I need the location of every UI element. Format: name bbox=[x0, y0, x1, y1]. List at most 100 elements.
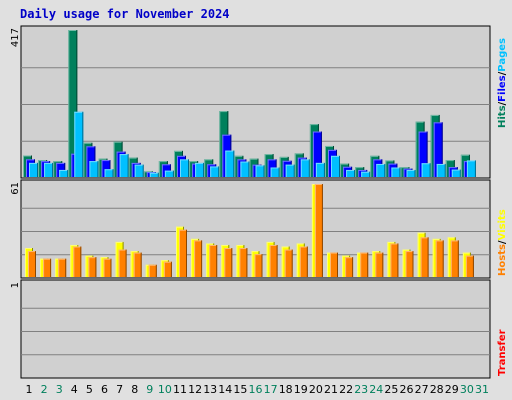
hosts-bar bbox=[269, 244, 278, 277]
x-tick-label: 21 bbox=[324, 383, 338, 396]
pages-bar bbox=[104, 169, 114, 177]
x-tick-label: 27 bbox=[415, 383, 429, 396]
x-tick-label: 22 bbox=[339, 383, 353, 396]
pages-bar bbox=[44, 162, 54, 177]
x-tick-label: 23 bbox=[354, 383, 368, 396]
hosts-bar bbox=[179, 229, 187, 277]
pages-bar bbox=[74, 111, 84, 177]
pages-bar bbox=[59, 169, 69, 177]
pages-bar bbox=[270, 167, 280, 177]
x-tick-label: 24 bbox=[369, 383, 383, 396]
hosts-bar bbox=[163, 261, 172, 277]
x-tick-label: 4 bbox=[71, 383, 78, 396]
hosts-bar bbox=[284, 249, 293, 277]
legend-bottom: Transfer bbox=[497, 329, 508, 376]
x-tick-label: 20 bbox=[309, 383, 323, 396]
legend-top-files: Files bbox=[497, 75, 508, 101]
x-tick-label: 17 bbox=[264, 383, 278, 396]
y-max-label: 61 bbox=[10, 182, 21, 195]
legend-top-hits: Hits bbox=[497, 105, 508, 128]
x-tick-label: 15 bbox=[233, 383, 247, 396]
x-tick-label: 29 bbox=[445, 383, 459, 396]
pages-bar bbox=[331, 155, 340, 177]
hosts-bar bbox=[435, 240, 444, 277]
pages-bar bbox=[134, 164, 144, 177]
pages-bar bbox=[421, 163, 431, 177]
x-tick-label: 8 bbox=[131, 383, 138, 396]
pages-bar bbox=[210, 166, 220, 177]
hosts-bar bbox=[254, 254, 263, 277]
legend-top: Hits/Files/Pages bbox=[497, 38, 508, 128]
hosts-bar bbox=[73, 246, 82, 277]
hosts-bar bbox=[314, 184, 323, 277]
x-tick-label: 2 bbox=[41, 383, 48, 396]
pages-bar bbox=[361, 171, 371, 177]
x-tick-label: 18 bbox=[279, 383, 293, 396]
hosts-bar bbox=[58, 258, 67, 277]
x-tick-label: 26 bbox=[400, 383, 414, 396]
chart-title: Daily usage for November 2024 bbox=[20, 7, 230, 21]
legend-bottom-transfer: Transfer bbox=[497, 329, 508, 376]
pages-bar bbox=[164, 170, 174, 177]
hosts-bar bbox=[133, 252, 142, 277]
pages-bar bbox=[451, 169, 461, 177]
y-max-label: 417 bbox=[10, 28, 21, 47]
pages-bar bbox=[376, 163, 386, 177]
hosts-bar bbox=[390, 243, 399, 277]
hosts-bar bbox=[118, 249, 127, 277]
x-tick-label: 31 bbox=[475, 383, 489, 396]
x-tick-label: 10 bbox=[158, 383, 172, 396]
pages-bar bbox=[300, 159, 310, 177]
hosts-bar bbox=[465, 255, 474, 277]
plot-area-bottom bbox=[20, 279, 491, 379]
hosts-bar bbox=[420, 237, 429, 277]
pages-bar bbox=[119, 154, 129, 177]
x-tick-label: 9 bbox=[146, 383, 153, 396]
pages-bar bbox=[466, 160, 476, 177]
plot-area-top bbox=[20, 25, 491, 179]
x-tick-label: 25 bbox=[384, 383, 398, 396]
legend-middle: Hosts/Visits bbox=[497, 209, 508, 276]
x-tick-label: 5 bbox=[86, 383, 93, 396]
pages-bar bbox=[195, 162, 205, 177]
pages-bar bbox=[240, 161, 250, 177]
files-bar bbox=[433, 122, 443, 177]
x-tick-label: 11 bbox=[173, 383, 187, 396]
pages-bar bbox=[89, 161, 99, 177]
x-tick-label: 7 bbox=[116, 383, 123, 396]
hosts-bar bbox=[360, 252, 369, 277]
pages-bar bbox=[255, 165, 265, 177]
hosts-bar bbox=[330, 252, 338, 277]
files-bar bbox=[418, 131, 428, 177]
files-bar bbox=[312, 131, 322, 177]
x-tick-label: 1 bbox=[26, 383, 33, 396]
pages-bar bbox=[315, 162, 325, 177]
hosts-bar bbox=[405, 251, 414, 277]
x-tick-label: 14 bbox=[218, 383, 232, 396]
pages-bar bbox=[436, 163, 446, 177]
pages-bar bbox=[180, 159, 189, 177]
hosts-bar bbox=[450, 240, 459, 277]
pages-bar bbox=[285, 164, 295, 177]
legend-middle-visits: Visits bbox=[497, 209, 508, 240]
hosts-bar bbox=[43, 258, 52, 277]
x-tick-label: 3 bbox=[56, 383, 63, 396]
x-tick-label: 16 bbox=[249, 383, 263, 396]
hosts-bar bbox=[375, 252, 384, 277]
x-tick-label: 12 bbox=[188, 383, 202, 396]
hosts-bar bbox=[194, 240, 203, 277]
legend-middle-hosts: Hosts bbox=[497, 244, 508, 276]
hosts-bar bbox=[148, 264, 157, 277]
hosts-bar bbox=[103, 258, 112, 277]
legend-top-pages: Pages bbox=[497, 38, 508, 72]
pages-bar bbox=[225, 150, 235, 177]
x-tick-label: 13 bbox=[203, 383, 217, 396]
hosts-bar bbox=[345, 257, 354, 277]
hits-bar bbox=[68, 30, 78, 177]
pages-bar bbox=[29, 162, 38, 177]
hosts-bar bbox=[28, 251, 36, 277]
pages-bar bbox=[149, 172, 159, 177]
pages-bar bbox=[346, 169, 356, 177]
hosts-bar bbox=[224, 248, 233, 277]
